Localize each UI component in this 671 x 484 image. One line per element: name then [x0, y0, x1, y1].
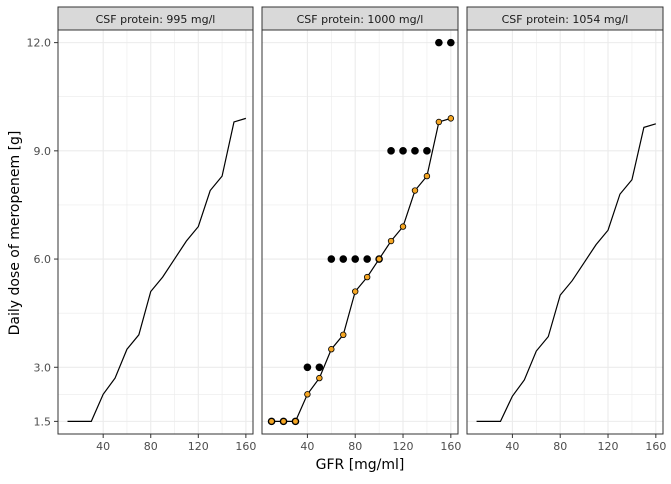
y-tick-label: 12.0: [27, 37, 52, 50]
x-tick-label: 80: [144, 440, 158, 453]
dose-dot: [399, 147, 407, 155]
line-point: [363, 273, 371, 281]
series-line: [476, 123, 657, 422]
y-tick-label: 3.0: [34, 361, 52, 374]
line-point: [352, 288, 359, 295]
x-tick-label: 80: [553, 440, 567, 453]
line-point: [411, 187, 419, 194]
dose-dot: [339, 255, 348, 263]
line-point: [268, 418, 275, 425]
line-point: [316, 374, 323, 382]
x-tick-label: 120: [393, 440, 414, 453]
x-tick-label: 40: [96, 440, 110, 453]
line-point: [304, 391, 311, 398]
y-tick-label: 6.0: [34, 253, 52, 266]
line-point: [399, 223, 407, 230]
facet-strip: [466, 6, 664, 31]
facet-strip-label: CSF protein: 995 mg/l: [96, 13, 216, 26]
x-tick-label: 160: [440, 440, 461, 453]
facet-strip: [261, 6, 459, 31]
dose-dot: [423, 147, 431, 155]
line-point: [435, 118, 443, 126]
x-tick-label: 80: [348, 440, 362, 453]
line-point: [387, 237, 395, 245]
facet-panel-3: CSF protein: 1054 mg/l 40 80 120 160: [466, 6, 666, 453]
dose-dot: [435, 38, 443, 47]
panel-background: [262, 30, 458, 434]
x-axis-title: GFR [mg/ml]: [316, 457, 405, 473]
line-point: [447, 115, 455, 122]
line-point: [328, 346, 335, 353]
dose-dot: [303, 363, 312, 372]
facet-strip-label: CSF protein: 1000 mg/l: [297, 13, 424, 26]
line-point: [280, 418, 287, 425]
dose-dot: [411, 147, 419, 155]
line-point: [340, 331, 347, 339]
dose-dot: [363, 255, 371, 263]
x-tick-label: 120: [188, 440, 209, 453]
x-tick-label: 160: [235, 440, 256, 453]
dose-dot: [387, 147, 395, 155]
y-tick-label: 9.0: [34, 145, 52, 158]
facet-strip-label: CSF protein: 1054 mg/l: [502, 13, 629, 26]
dose-dot: [447, 38, 455, 47]
x-tick-label: 40: [300, 440, 314, 453]
facet-panel-1: CSF protein: 995 mg/l 40 80 120 160: [57, 6, 256, 453]
facet-panel-2: CSF protein: 1000 mg/l 40 80 120 160: [261, 6, 461, 453]
y-tick-label: 1.5: [34, 415, 52, 428]
y-axis-title: Daily dose of meropenem [g]: [7, 131, 23, 336]
dose-dot: [315, 363, 324, 372]
line-point: [292, 418, 299, 425]
panel-background: [58, 30, 253, 434]
dose-dot: [327, 255, 336, 263]
series-line: [67, 117, 247, 422]
line-point: [375, 255, 383, 263]
line-point: [423, 172, 431, 180]
x-tick-label: 120: [598, 440, 619, 453]
panel-background: [467, 30, 663, 434]
x-tick-label: 40: [505, 440, 519, 453]
dose-dot: [351, 255, 360, 263]
x-tick-label: 160: [645, 440, 666, 453]
series-line: [271, 117, 452, 422]
facet-strip: [57, 6, 254, 31]
